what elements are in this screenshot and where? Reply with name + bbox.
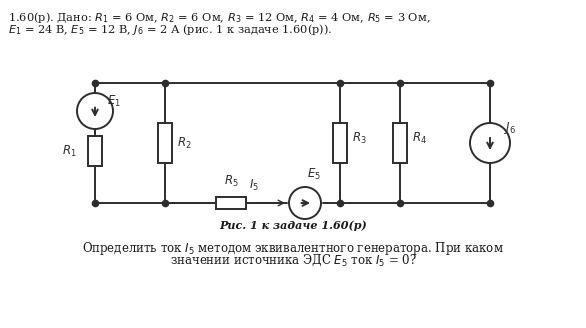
Bar bbox=[158, 123, 172, 163]
Bar bbox=[393, 123, 407, 163]
Bar bbox=[88, 136, 102, 166]
Circle shape bbox=[470, 123, 510, 163]
Text: $R_3$: $R_3$ bbox=[352, 131, 367, 146]
Text: Определить ток $I_5$ методом эквивалентного генератора. При каком: Определить ток $I_5$ методом эквивалентн… bbox=[82, 240, 504, 257]
Text: 1.60(р). Дано: $R_1$ = 6 Ом, $R_2$ = 6 Ом, $R_3$ = 12 Ом, $R_4$ = 4 Ом, $R_5$ = : 1.60(р). Дано: $R_1$ = 6 Ом, $R_2$ = 6 О… bbox=[8, 10, 431, 25]
Text: $R_1$: $R_1$ bbox=[62, 143, 77, 158]
Text: значении источника ЭДС $E_5$ ток $I_5$ = 0?: значении источника ЭДС $E_5$ ток $I_5$ =… bbox=[169, 253, 417, 268]
Circle shape bbox=[77, 93, 113, 129]
Bar bbox=[216, 197, 246, 209]
Text: $E_1$: $E_1$ bbox=[107, 93, 121, 109]
Text: $R_5$: $R_5$ bbox=[224, 174, 239, 189]
Text: $I_5$: $I_5$ bbox=[249, 178, 259, 193]
Text: $R_4$: $R_4$ bbox=[412, 131, 427, 146]
Text: Рис. 1 к задаче 1.60(р): Рис. 1 к задаче 1.60(р) bbox=[219, 220, 367, 231]
Circle shape bbox=[289, 187, 321, 219]
Text: $J_6$: $J_6$ bbox=[504, 120, 516, 136]
Text: $R_2$: $R_2$ bbox=[177, 135, 192, 151]
Text: $E_1$ = 24 В, $E_5$ = 12 В, $J_6$ = 2 А (рис. 1 к задаче 1.60(р)).: $E_1$ = 24 В, $E_5$ = 12 В, $J_6$ = 2 А … bbox=[8, 22, 332, 37]
Text: $E_5$: $E_5$ bbox=[307, 167, 321, 182]
Bar bbox=[333, 123, 347, 163]
